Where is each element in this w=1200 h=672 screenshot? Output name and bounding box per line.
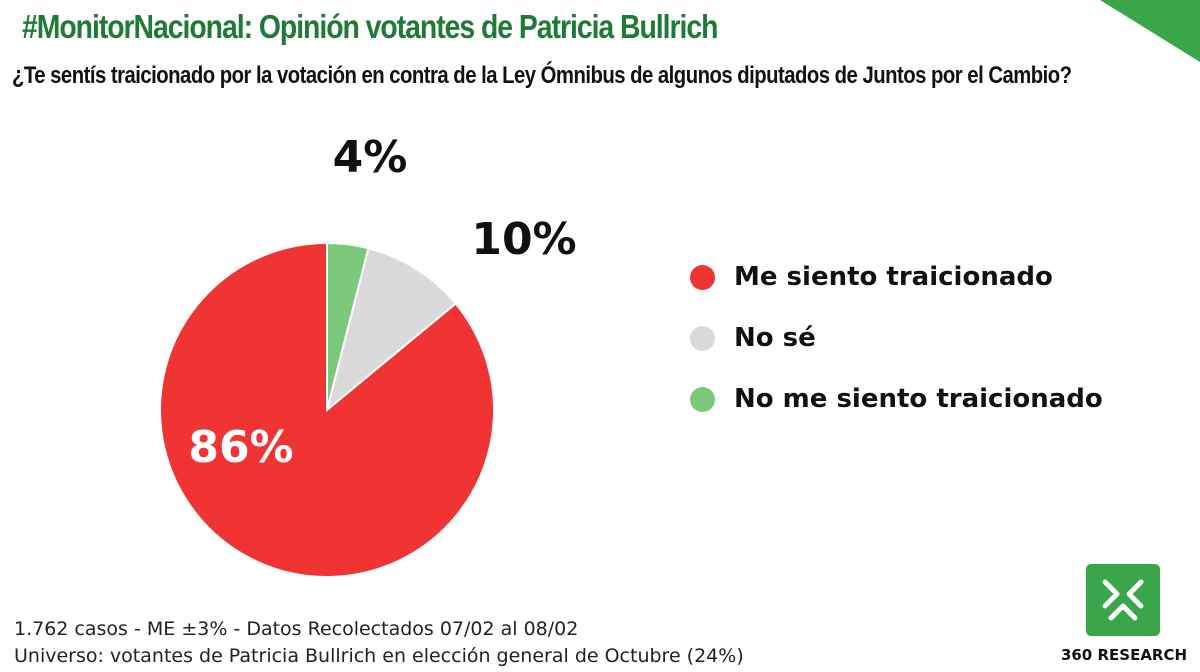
- legend-swatch-1: [690, 264, 715, 290]
- chart-question: ¿Te sentís traicionado por la votación e…: [12, 62, 1072, 89]
- legend-swatch-3: [690, 386, 715, 412]
- pie-label-2: 10%: [471, 214, 576, 265]
- 360-research-logo-icon: [1086, 564, 1160, 636]
- legend-label-3: No me siento traicionado: [734, 384, 1103, 414]
- legend-label-2: No sé: [734, 323, 816, 353]
- pie-label-3: 86%: [188, 422, 293, 473]
- legend-swatch-2: [690, 325, 715, 351]
- legend-label-1: Me siento traicionado: [734, 262, 1053, 292]
- pie-slice-2: [325, 247, 458, 413]
- page-title: #MonitorNacional: Opinión votantes de Pa…: [22, 8, 718, 45]
- pie-label-1: 4%: [333, 132, 408, 183]
- legend-item-3: No me siento traicionado: [690, 384, 1103, 414]
- corner-triangle: [1100, 0, 1200, 62]
- footer-universe-info: Universo: votantes de Patricia Bullrich …: [14, 645, 744, 667]
- pie-slice-3: [159, 241, 495, 578]
- legend-item-1: Me siento traicionado: [690, 262, 1103, 292]
- chart-legend: Me siento traicionado No sé No me siento t…: [690, 262, 1103, 445]
- legend-item-2: No sé: [690, 323, 1103, 353]
- footer-sample-info: 1.762 casos - ME ±3% - Datos Recolectado…: [14, 618, 579, 640]
- logo-text: 360 RESEARCH: [1060, 646, 1188, 664]
